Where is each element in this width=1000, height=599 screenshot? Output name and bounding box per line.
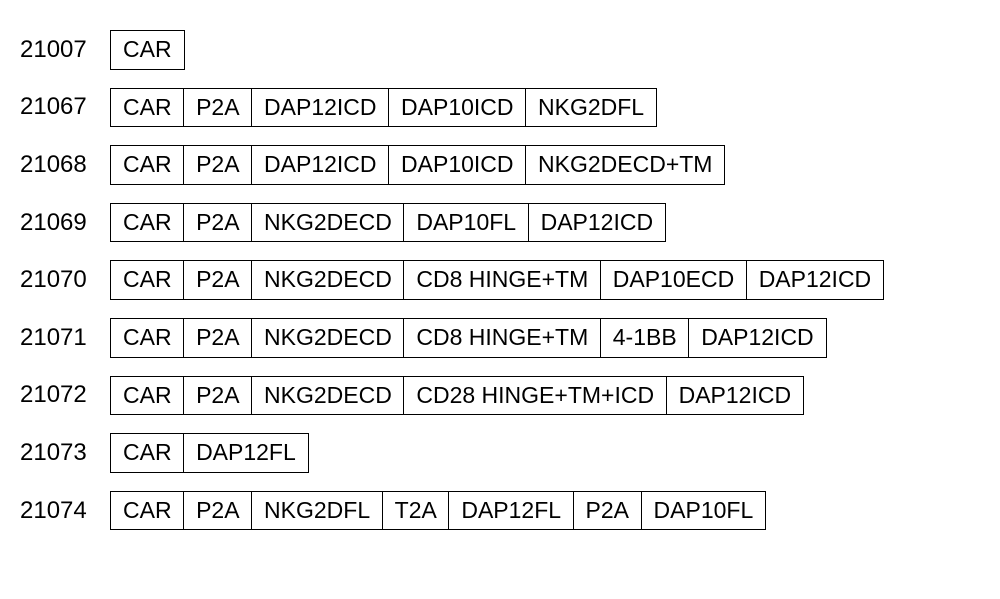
segment-block: DAP10FL [641,491,767,531]
segment-block: DAP12FL [448,491,574,531]
construct-id-label: 21074 [20,497,110,525]
construct-row: 21070CARP2ANKG2DECDCD8 HINGE+TMDAP10ECDD… [20,260,1000,300]
segment-block: NKG2DECD [251,376,405,416]
segment-block: NKG2DECD [251,260,405,300]
segment-block: DAP12ICD [666,376,804,416]
construct-id-label: 21068 [20,151,110,179]
segment-block: NKG2DFL [525,88,657,128]
construct-row: 21068CARP2ADAP12ICDDAP10ICDNKG2DECD+TM [20,145,1000,185]
segment-block: 4-1BB [600,318,690,358]
segment-group: CARP2ANKG2DECDCD8 HINGE+TM4-1BBDAP12ICD [110,318,827,358]
segment-group: CARDAP12FL [110,433,309,473]
segment-block: CAR [110,30,185,70]
construct-row: 21069CARP2ANKG2DECDDAP10FLDAP12ICD [20,203,1000,243]
segment-group: CARP2ANKG2DECDCD8 HINGE+TMDAP10ECDDAP12I… [110,260,884,300]
construct-row: 21007CAR [20,30,1000,70]
segment-block: DAP12ICD [251,88,389,128]
segment-block: DAP12FL [183,433,309,473]
segment-group: CARP2ADAP12ICDDAP10ICDNKG2DFL [110,88,657,128]
segment-block: DAP12ICD [528,203,666,243]
segment-block: P2A [183,88,252,128]
construct-id-label: 21072 [20,381,110,409]
construct-id-label: 21007 [20,36,110,64]
construct-id-label: 21069 [20,209,110,237]
segment-block: DAP12ICD [746,260,884,300]
segment-block: CD8 HINGE+TM [403,318,601,358]
construct-id-label: 21073 [20,439,110,467]
segment-block: DAP10FL [403,203,529,243]
segment-block: P2A [183,376,252,416]
segment-block: DAP12ICD [688,318,826,358]
segment-block: CAR [110,145,185,185]
segment-group: CARP2ANKG2DECDDAP10FLDAP12ICD [110,203,666,243]
segment-block: CAR [110,491,185,531]
segment-block: NKG2DFL [251,491,383,531]
segment-block: CAR [110,376,185,416]
segment-group: CAR [110,30,185,70]
segment-block: P2A [573,491,642,531]
segment-block: P2A [183,260,252,300]
segment-block: T2A [382,491,450,531]
segment-group: CARP2ADAP12ICDDAP10ICDNKG2DECD+TM [110,145,725,185]
segment-block: P2A [183,145,252,185]
segment-block: NKG2DECD [251,318,405,358]
segment-group: CARP2ANKG2DECDCD28 HINGE+TM+ICDDAP12ICD [110,376,804,416]
construct-diagram: 21007CAR21067CARP2ADAP12ICDDAP10ICDNKG2D… [20,30,1000,530]
segment-block: DAP10ECD [600,260,747,300]
segment-block: DAP12ICD [251,145,389,185]
segment-block: DAP10ICD [388,145,526,185]
construct-row: 21073CARDAP12FL [20,433,1000,473]
segment-block: CAR [110,260,185,300]
segment-block: NKG2DECD [251,203,405,243]
construct-row: 21072CARP2ANKG2DECDCD28 HINGE+TM+ICDDAP1… [20,376,1000,416]
construct-id-label: 21071 [20,324,110,352]
segment-group: CARP2ANKG2DFLT2ADAP12FLP2ADAP10FL [110,491,766,531]
construct-row: 21074CARP2ANKG2DFLT2ADAP12FLP2ADAP10FL [20,491,1000,531]
segment-block: CAR [110,318,185,358]
construct-row: 21071CARP2ANKG2DECDCD8 HINGE+TM4-1BBDAP1… [20,318,1000,358]
construct-id-label: 21067 [20,93,110,121]
segment-block: CD28 HINGE+TM+ICD [403,376,667,416]
segment-block: CAR [110,88,185,128]
segment-block: CAR [110,433,185,473]
segment-block: P2A [183,491,252,531]
construct-row: 21067CARP2ADAP12ICDDAP10ICDNKG2DFL [20,88,1000,128]
segment-block: NKG2DECD+TM [525,145,725,185]
segment-block: CD8 HINGE+TM [403,260,601,300]
construct-id-label: 21070 [20,266,110,294]
segment-block: DAP10ICD [388,88,526,128]
segment-block: P2A [183,203,252,243]
segment-block: P2A [183,318,252,358]
segment-block: CAR [110,203,185,243]
